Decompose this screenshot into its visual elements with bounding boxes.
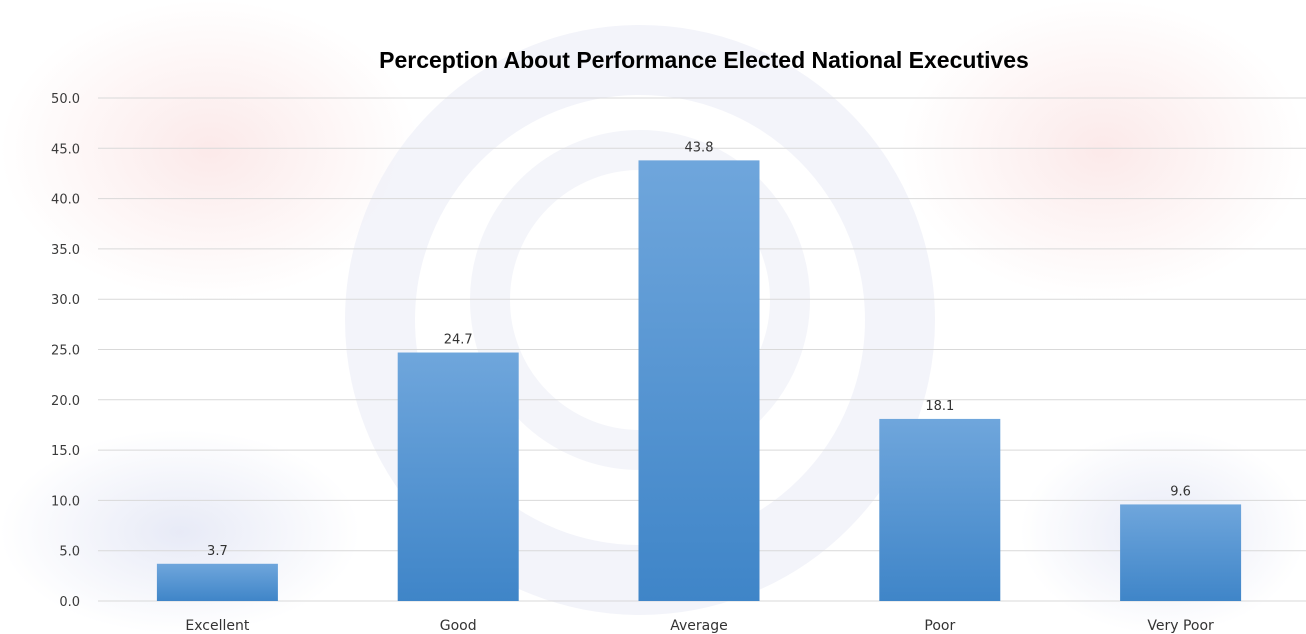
y-tick-label: 20.0 <box>51 394 80 409</box>
bar-very-poor <box>1120 504 1242 601</box>
data-label: 3.7 <box>207 544 228 559</box>
y-tick-label: 45.0 <box>51 142 80 157</box>
y-tick-label: 30.0 <box>51 293 80 308</box>
y-tick-label: 35.0 <box>51 243 80 258</box>
bar-good <box>397 352 519 601</box>
data-label: 9.6 <box>1170 484 1191 499</box>
bar-poor <box>879 418 1001 601</box>
data-label: 18.1 <box>925 399 954 414</box>
x-category-label: Excellent <box>185 618 249 634</box>
x-category-label: Very Poor <box>1147 618 1214 634</box>
y-tick-label: 40.0 <box>51 193 80 208</box>
y-tick-label: 15.0 <box>51 444 80 459</box>
bars <box>156 160 1242 601</box>
y-tick-label: 50.0 <box>51 92 80 107</box>
y-tick-label: 0.0 <box>59 595 80 610</box>
chart-title: Perception About Performance Elected Nat… <box>379 47 1029 73</box>
y-tick-label: 5.0 <box>59 545 80 560</box>
data-labels: 3.7 24.7 43.8 18.1 9.6 <box>207 140 1191 558</box>
x-category-label: Good <box>440 618 477 634</box>
data-label: 24.7 <box>444 333 473 348</box>
bar-average <box>638 160 760 601</box>
y-tick-label: 10.0 <box>51 494 80 509</box>
x-category-label: Average <box>670 618 728 634</box>
data-label: 43.8 <box>685 140 714 155</box>
y-tick-label: 25.0 <box>51 344 80 359</box>
x-axis-categories: Excellent Good Average Poor Very Poor <box>185 618 1214 634</box>
y-axis-ticks: 0.0 5.0 10.0 15.0 20.0 25.0 30.0 35.0 40.0 45.0 50… <box>51 92 80 610</box>
bar-excellent <box>156 563 278 601</box>
x-category-label: Poor <box>924 618 955 634</box>
